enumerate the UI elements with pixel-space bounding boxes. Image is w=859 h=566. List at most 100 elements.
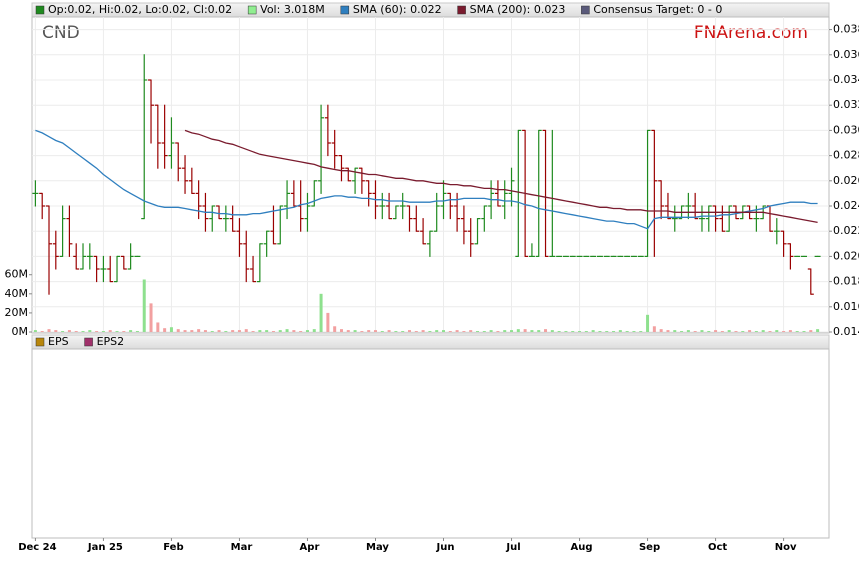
- y-tick-label: 0.038: [833, 23, 859, 36]
- volume-bar: [81, 331, 85, 332]
- y-tick-label: 0.034: [833, 73, 859, 86]
- volume-bar: [448, 331, 452, 332]
- volume-bar: [455, 330, 459, 332]
- x-tick-label: Sep: [639, 542, 660, 553]
- volume-bar: [686, 330, 690, 332]
- volume-bar: [442, 330, 446, 332]
- volume-bar: [210, 331, 214, 332]
- volume-bar: [544, 329, 548, 332]
- legend-label: SMA (60): 0.022: [353, 3, 442, 16]
- legend-label: EPS: [48, 335, 69, 348]
- sma200-line: [184, 129, 818, 224]
- x-tick-label: Jul: [505, 542, 520, 553]
- volume-bar: [734, 331, 738, 332]
- volume-bar: [666, 330, 670, 332]
- y-tick-label: 0.030: [833, 123, 859, 136]
- volume-bar: [101, 331, 105, 332]
- volume-bar: [88, 330, 92, 332]
- volume-bar: [115, 331, 119, 332]
- volume-bar: [673, 330, 677, 332]
- y-tick-label: 0.018: [833, 275, 859, 288]
- price-panel: [31, 16, 830, 334]
- volume-bar: [237, 330, 241, 332]
- y-tick-label: 0.016: [833, 300, 859, 313]
- volume-bar: [557, 331, 561, 332]
- legend-label: Op:0.02, Hi:0.02, Lo:0.02, Cl:0.02: [48, 3, 232, 16]
- volume-bar: [659, 329, 663, 332]
- volume-bar: [346, 330, 350, 332]
- volume-bar: [748, 330, 752, 332]
- volume-bar: [530, 330, 534, 332]
- volume-bar: [401, 331, 405, 332]
- volume-bar: [251, 331, 255, 332]
- volume-bar: [550, 330, 554, 332]
- volume-bar: [727, 330, 731, 332]
- volume-tick-label: 0M: [12, 325, 29, 338]
- x-tick-label: Jan 25: [87, 542, 123, 553]
- volume-bar: [537, 330, 541, 332]
- volume-bar: [632, 331, 636, 332]
- volume-bar: [305, 330, 309, 332]
- x-tick-label: Aug: [571, 542, 593, 553]
- y-tick-label: 0.014: [833, 325, 859, 338]
- volume-bar: [122, 331, 126, 332]
- volume-bar: [428, 331, 432, 332]
- volume-bar: [258, 330, 262, 332]
- volume-bar: [271, 331, 275, 332]
- legend-label: Vol: 3.018M: [260, 3, 325, 16]
- lower-legend-bar: [31, 334, 830, 350]
- volume-bar: [203, 330, 207, 332]
- legend-swatch: [35, 337, 45, 347]
- volume-bar: [809, 330, 813, 332]
- volume-tick-label: 60M: [5, 268, 29, 281]
- x-tick-label: Dec 24: [18, 542, 56, 553]
- volume-bar: [333, 326, 337, 332]
- volume-bar: [135, 331, 139, 332]
- volume-bar: [265, 330, 269, 332]
- volume-bar: [503, 330, 507, 332]
- legend-swatch: [247, 5, 257, 15]
- volume-tick-label: 20M: [5, 306, 29, 319]
- volume-bar: [639, 331, 643, 332]
- legend-swatch: [581, 5, 590, 15]
- volume-bar: [326, 312, 330, 332]
- volume-bar: [605, 331, 609, 332]
- volume-bar: [700, 330, 704, 332]
- legend-swatch: [457, 5, 466, 15]
- x-tick-label: Jun: [436, 542, 455, 553]
- volume-bar: [707, 331, 711, 332]
- volume-bar: [169, 327, 173, 332]
- volume-bar: [482, 331, 486, 332]
- volume-bar: [564, 331, 568, 332]
- volume-bar: [802, 331, 806, 332]
- volume-bar: [476, 331, 480, 332]
- volume-bar: [217, 330, 221, 332]
- volume-bar: [680, 331, 684, 332]
- volume-bar: [394, 331, 398, 332]
- volume-bar: [353, 330, 357, 332]
- volume-bar: [292, 330, 296, 332]
- legend-swatch: [84, 337, 93, 347]
- volume-bar: [224, 331, 228, 332]
- volume-bar: [95, 331, 99, 332]
- y-tick-label: 0.032: [833, 98, 859, 111]
- volume-bar: [775, 330, 779, 332]
- volume-bar: [761, 330, 765, 332]
- legend-swatch: [340, 5, 350, 15]
- volume-bar: [67, 330, 71, 332]
- volume-bar: [285, 329, 289, 332]
- volume-bar: [129, 330, 133, 332]
- volume-bar: [625, 331, 629, 332]
- volume-bar: [693, 331, 697, 332]
- volume-bar: [510, 330, 514, 332]
- volume-bar: [387, 330, 391, 332]
- volume-bar: [54, 330, 58, 332]
- volume-bar: [618, 330, 622, 332]
- volume-bar: [598, 331, 602, 332]
- volume-bar: [714, 330, 718, 332]
- volume-bar: [754, 331, 758, 332]
- volume-bar: [156, 322, 160, 332]
- volume-bar: [782, 331, 786, 332]
- volume-bar: [421, 330, 425, 332]
